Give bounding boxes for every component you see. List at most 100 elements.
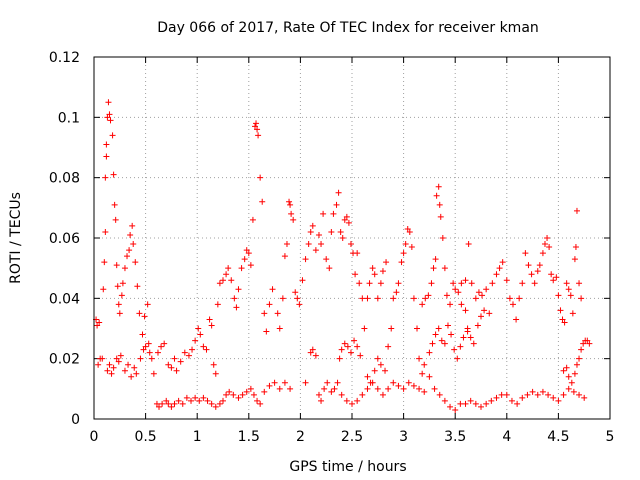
data-point <box>349 400 355 407</box>
data-point <box>371 271 378 278</box>
data-point <box>95 361 102 368</box>
data-point <box>216 280 223 287</box>
data-point <box>379 391 386 398</box>
data-point <box>454 355 461 362</box>
data-point <box>179 400 186 407</box>
data-point <box>390 295 397 302</box>
data-point <box>220 397 226 404</box>
data-point <box>545 391 552 398</box>
data-point <box>130 241 137 248</box>
data-point <box>183 394 190 401</box>
data-point <box>383 259 390 266</box>
data-point <box>94 322 101 329</box>
data-point <box>364 373 371 380</box>
data-point <box>331 385 338 392</box>
data-point <box>247 262 254 269</box>
data-point <box>529 388 536 395</box>
data-point <box>212 403 219 410</box>
data-point <box>102 228 109 235</box>
data-point <box>395 280 402 287</box>
data-point <box>305 241 312 248</box>
data-point <box>474 322 481 329</box>
data-point <box>374 355 381 362</box>
data-point <box>192 337 199 344</box>
data-point <box>431 385 438 392</box>
data-point <box>245 250 252 257</box>
data-point <box>239 391 246 398</box>
data-point <box>99 355 106 362</box>
data-point <box>228 277 235 284</box>
data-point <box>261 310 268 317</box>
data-point <box>426 349 433 356</box>
data-point <box>165 400 172 407</box>
data-point <box>489 280 496 287</box>
data-point <box>402 241 409 248</box>
data-point <box>238 265 245 272</box>
data-point <box>410 295 417 302</box>
data-point <box>371 367 378 374</box>
data-point <box>425 292 432 299</box>
data-point <box>101 259 108 266</box>
data-point <box>302 379 309 386</box>
data-point <box>294 295 301 302</box>
data-point <box>550 394 557 401</box>
data-point <box>410 382 417 389</box>
data-point <box>104 367 111 374</box>
data-point <box>576 355 583 362</box>
data-point <box>257 400 264 407</box>
x-tick-label: 2.5 <box>341 429 363 445</box>
data-point <box>309 346 316 353</box>
data-point <box>177 358 184 365</box>
data-point <box>345 219 352 226</box>
data-point <box>206 316 213 323</box>
data-point <box>541 241 548 248</box>
data-point <box>498 391 505 398</box>
data-point <box>189 346 196 353</box>
data-point <box>247 385 254 392</box>
data-point <box>321 385 328 392</box>
data-point <box>203 346 210 353</box>
data-point <box>555 292 562 299</box>
data-point <box>576 391 583 398</box>
data-point <box>192 394 199 401</box>
data-point <box>241 256 248 263</box>
data-point <box>250 391 257 398</box>
data-point <box>266 382 273 389</box>
grid <box>94 57 610 419</box>
data-point <box>519 280 526 287</box>
data-point <box>548 271 555 278</box>
data-point <box>408 244 415 251</box>
data-point <box>546 244 553 251</box>
data-point <box>493 271 500 278</box>
data-point <box>406 228 413 235</box>
data-point <box>200 343 207 350</box>
data-point <box>573 207 580 214</box>
data-point <box>214 301 221 308</box>
data-point <box>106 111 113 118</box>
data-point <box>338 391 345 398</box>
data-point <box>276 385 283 392</box>
data-point <box>578 346 585 353</box>
x-tick-label: 4.5 <box>547 429 569 445</box>
data-point <box>132 259 139 266</box>
data-point <box>307 228 314 235</box>
data-point <box>338 346 345 353</box>
x-tick-label: 3 <box>399 429 408 445</box>
y-tick-label: 0.06 <box>49 231 80 247</box>
data-point <box>107 117 114 124</box>
x-tick-label: 0.5 <box>134 429 156 445</box>
data-point <box>447 403 454 410</box>
data-point <box>233 304 240 311</box>
data-point <box>117 352 124 359</box>
data-point <box>467 334 474 341</box>
data-point <box>503 391 510 398</box>
data-point <box>475 289 482 296</box>
data-point <box>158 343 165 350</box>
data-point <box>254 397 261 404</box>
data-point <box>299 277 306 284</box>
data-point <box>125 361 132 368</box>
data-point <box>195 325 202 332</box>
x-axis-label: GPS time / hours <box>289 459 406 475</box>
data-point <box>216 400 223 407</box>
data-point <box>163 397 170 404</box>
